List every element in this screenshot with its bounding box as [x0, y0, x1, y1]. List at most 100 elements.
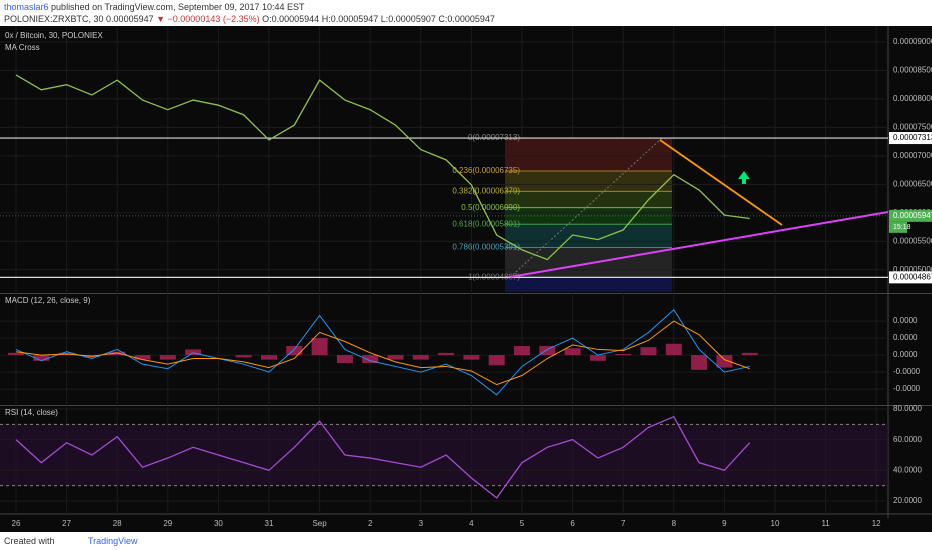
- panel-title: MACD (12, 26, close, 9): [5, 296, 91, 305]
- histogram-bar: [488, 355, 505, 366]
- price-box-label: 0.00007313: [893, 133, 932, 142]
- created-with: Created with: [4, 536, 55, 546]
- last-price-box: [889, 209, 932, 222]
- histogram-bar: [640, 347, 657, 356]
- x-tick-label: 2: [368, 519, 373, 528]
- fib-label: 0.382(0.00006379): [452, 186, 520, 195]
- x-tick-label: 27: [62, 519, 71, 528]
- histogram-bar: [716, 355, 733, 368]
- up-arrow: [738, 171, 750, 184]
- fib-band: [505, 277, 672, 292]
- last: 0.00005947: [106, 14, 154, 24]
- y-tick-label: 0.00006500: [893, 179, 932, 188]
- header-line: thomaslar6 published on TradingView.com,…: [4, 2, 305, 12]
- y-tick-label: 0.00009000: [893, 37, 932, 46]
- x-tick-label: 5: [520, 519, 525, 528]
- fib-band: [505, 138, 672, 171]
- line-series: [15, 74, 750, 261]
- last-price-label: 0.00005947: [893, 211, 932, 220]
- symbol-line: POLONIEX:ZRXBTC, 30 0.00005947 ▼ −0.0000…: [4, 14, 495, 24]
- fib-label: 0.786(0.00005391): [452, 243, 520, 252]
- histogram-bar: [438, 352, 455, 356]
- histogram-bar: [8, 352, 24, 356]
- histogram-bar: [134, 355, 151, 360]
- x-tick-label: Sep: [312, 519, 327, 528]
- histogram-bar: [412, 355, 429, 360]
- low: L:0.00005907: [380, 14, 436, 24]
- histogram-bar: [691, 355, 708, 370]
- countdown: 15:18: [893, 224, 911, 231]
- y-tick-label: 0.0000: [893, 316, 918, 325]
- histogram-bar: [159, 355, 176, 360]
- fib-band: [505, 170, 672, 192]
- histogram-bar: [286, 346, 303, 356]
- y-tick-label: 20.0000: [893, 496, 922, 505]
- x-tick-label: 10: [771, 519, 780, 528]
- histogram-bar: [615, 353, 632, 356]
- y-tick-label: 0.0000: [893, 350, 918, 359]
- histogram-bar: [463, 355, 480, 360]
- x-tick-label: 3: [419, 519, 424, 528]
- line-series: [15, 320, 750, 386]
- x-tick-label: 12: [872, 519, 881, 528]
- histogram-bar: [109, 351, 126, 356]
- x-tick-label: 6: [570, 519, 575, 528]
- trendline-support: [509, 211, 889, 278]
- header: thomaslar6 published on TradingView.com,…: [0, 0, 932, 26]
- y-tick-label: 0.00005500: [893, 236, 932, 245]
- rsi-band: [0, 424, 888, 486]
- price-box-label: 0.00004867: [893, 272, 932, 281]
- y-tick-label: 40.0000: [893, 465, 922, 474]
- high: H:0.00005947: [321, 14, 379, 24]
- histogram-bar: [261, 355, 277, 360]
- trendline-resistance: [659, 139, 783, 226]
- y-tick-label: 0.00007500: [893, 123, 932, 132]
- histogram-bar: [33, 355, 50, 361]
- x-tick-label: 29: [163, 519, 172, 528]
- histogram-bar: [362, 355, 379, 364]
- symbol: POLONIEX:ZRXBTC, 30: [4, 14, 104, 24]
- histogram-bar: [741, 352, 758, 356]
- histogram-bar: [514, 346, 530, 356]
- open: O:0.00005944: [262, 14, 320, 24]
- plot-layer: 26 27 28 29 30 31 Sep 2 3 4 5 6 7 8 9 10 11 120(0.0000731…: [0, 26, 932, 528]
- x-tick-label: 26: [12, 519, 21, 528]
- chart: 26 27 28 29 30 31 Sep 2 3 4 5 6 7 8 9 10 11 120(0.0000731…: [0, 26, 932, 532]
- y-tick-label: 60.0000: [893, 435, 922, 444]
- y-tick-label: 0.00007000: [893, 151, 932, 160]
- price-box: [889, 271, 932, 284]
- panel-title: 0x / Bitcoin, 30, POLONIEX: [5, 31, 103, 40]
- histogram-bar: [387, 355, 404, 360]
- fib-label: 0.618(0.00005801): [452, 219, 520, 228]
- line-series: [15, 308, 750, 396]
- y-tick-label: 0.0000: [893, 333, 918, 342]
- histogram-bar: [539, 346, 556, 356]
- x-tick-label: 28: [113, 519, 122, 528]
- histogram-bar: [336, 355, 353, 364]
- x-tick-label: 9: [722, 519, 727, 528]
- x-tick-label: 7: [621, 519, 626, 528]
- x-tick-label: 31: [265, 519, 274, 528]
- brand[interactable]: TradingView: [88, 536, 138, 546]
- histogram-bar: [589, 355, 606, 361]
- y-tick-label: 0.00008000: [893, 94, 932, 103]
- y-tick-label: 0.00008500: [893, 66, 932, 75]
- y-tick-label: 0.00005000: [893, 265, 932, 274]
- fib-band: [505, 224, 672, 248]
- histogram-bar: [665, 343, 682, 356]
- panel-title: RSI (14, close): [5, 408, 58, 417]
- fib-label: 0.236(0.00006735): [452, 166, 520, 175]
- histogram-bar: [235, 355, 252, 358]
- x-tick-label: 8: [672, 519, 677, 528]
- author[interactable]: thomaslar6: [4, 2, 49, 12]
- price-box: [889, 132, 932, 145]
- histogram-bar: [185, 349, 202, 356]
- change: ▼ −0.00000143 (−2.35%): [156, 14, 260, 24]
- x-tick-label: 11: [821, 519, 830, 528]
- y-tick-label: 80.0000: [893, 404, 922, 413]
- x-tick-label: 30: [214, 519, 223, 528]
- footer: Created with TradingView: [0, 532, 932, 550]
- x-tick-label: 4: [469, 519, 474, 528]
- published: published on TradingView.com, September …: [51, 2, 305, 12]
- countdown-box: [889, 221, 907, 233]
